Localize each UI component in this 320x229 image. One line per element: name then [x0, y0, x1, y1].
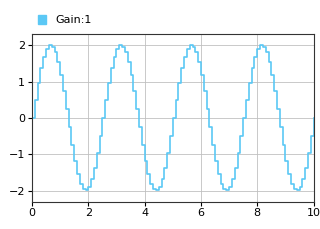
Legend: Gain:1: Gain:1	[37, 15, 92, 25]
